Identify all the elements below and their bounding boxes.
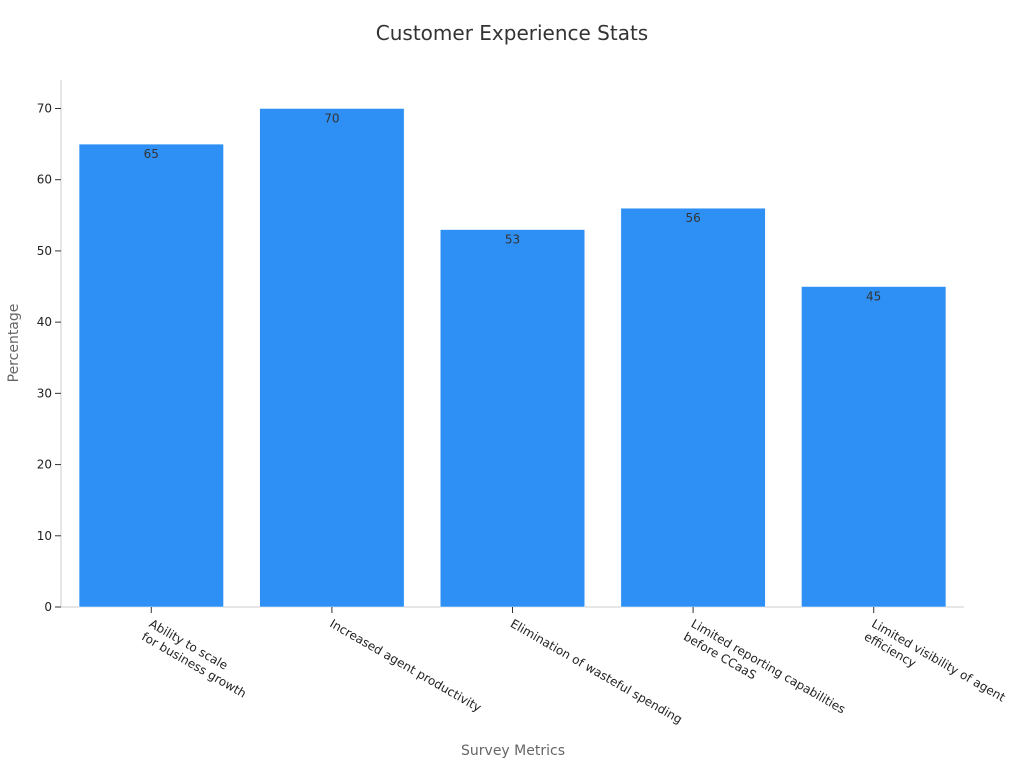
plot-area: 0 10 20 30 40 50 60 70 65 Ability to scalefor bus… xyxy=(37,80,1008,729)
x-tick-label: Ability to scalefor business growth xyxy=(139,616,256,700)
y-axis-title: Percentage xyxy=(6,304,22,383)
y-tick-label: 50 xyxy=(37,244,52,258)
bar xyxy=(801,286,947,608)
x-tick-label: Increased agent productivity xyxy=(327,616,483,714)
bar xyxy=(620,207,766,608)
x-tick-label-line: Elimination of wasteful spending xyxy=(508,616,685,726)
bar xyxy=(259,108,405,608)
data-label: 45 xyxy=(866,290,881,304)
y-tick-label: 10 xyxy=(37,529,52,543)
bar xyxy=(78,143,224,608)
y-tick-label: 60 xyxy=(37,173,52,187)
data-label: 70 xyxy=(324,111,339,125)
chart-title: Customer Experience Stats xyxy=(376,21,648,45)
x-tick-label: Limited reporting capabilitiesbefore CCa… xyxy=(681,616,848,729)
y-tick-label: 30 xyxy=(37,386,52,400)
data-label: 56 xyxy=(685,211,700,225)
y-tick-label: 70 xyxy=(37,101,52,115)
x-tick-label-line: Limited visibility of agent xyxy=(869,616,1008,704)
y-tick-label: 20 xyxy=(37,458,52,472)
bar xyxy=(440,229,585,608)
x-tick-label: Elimination of wasteful spending xyxy=(508,616,685,726)
data-label: 65 xyxy=(144,147,159,161)
x-tick-label-line: Increased agent productivity xyxy=(327,616,483,714)
data-label: 53 xyxy=(505,233,520,247)
y-tick-label: 40 xyxy=(37,315,52,329)
x-tick-label: Limited visibility of agentefficiency xyxy=(862,616,1008,717)
x-axis-title: Survey Metrics xyxy=(461,743,565,759)
y-tick-label: 0 xyxy=(44,600,52,614)
x-tick-label-line: Limited reporting capabilities xyxy=(689,616,848,716)
